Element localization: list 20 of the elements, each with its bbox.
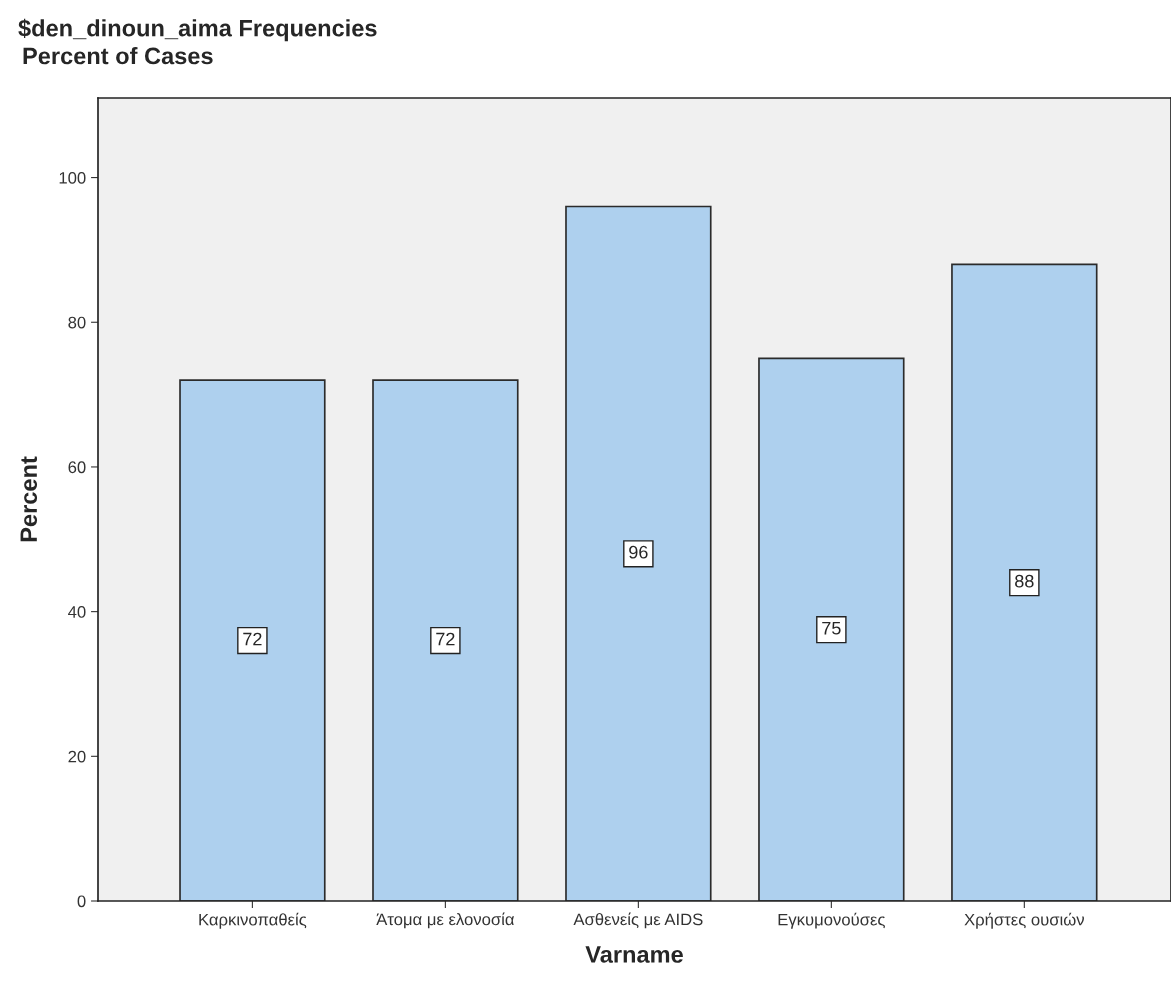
y-tick-label: 0	[77, 895, 86, 908]
x-tick-label: Καρκινοπαθείς	[199, 912, 307, 929]
data-label: 72	[436, 632, 455, 646]
y-tick-label: 40	[68, 606, 86, 618]
y-tick-label: 100	[59, 171, 86, 184]
data-label: 72	[243, 632, 262, 646]
x-tick-label: Άτομα με ελονοσία	[376, 912, 515, 929]
y-tick-label: 80	[68, 316, 86, 329]
y-axis-title: Percent	[20, 456, 38, 542]
data-label: 96	[629, 545, 648, 559]
y-tick-label: 20	[68, 750, 86, 763]
data-label: 75	[822, 621, 841, 635]
x-tick-label: Χρήστες ουσιών	[964, 912, 1084, 929]
data-label: 88	[1015, 574, 1034, 588]
chart-subtitle: Percent of Cases	[23, 47, 213, 65]
chart-title: $den_dinoun_aima Frequencies	[18, 18, 377, 42]
y-tick-label: 60	[68, 461, 86, 474]
x-tick-label: Ασθενείς με AIDS	[573, 912, 703, 929]
x-axis-title: Varname	[585, 946, 683, 963]
x-tick-label: Εγκυμονούσες	[778, 912, 885, 929]
